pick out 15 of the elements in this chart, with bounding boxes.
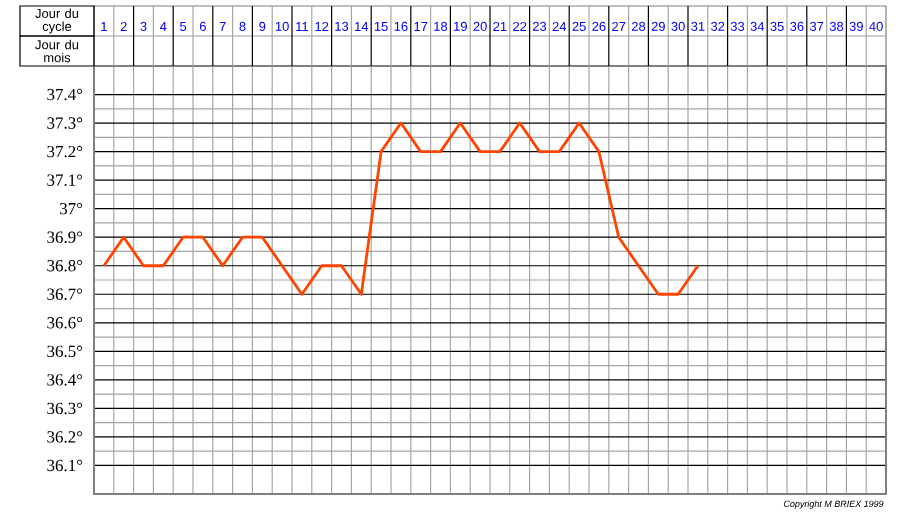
line-series — [102, 121, 700, 296]
y-tick-label: 37.4° — [47, 88, 83, 101]
y-tick-label: 37.1° — [47, 174, 83, 186]
y-tick-label: 36.5° — [47, 345, 83, 358]
y-tick-label: 36.7° — [47, 288, 83, 301]
y-tick-label: 37.2° — [47, 145, 83, 158]
y-tick-label: 36.8° — [47, 259, 83, 272]
y-tick-label: 36.2° — [47, 431, 83, 443]
y-tick-label: 37° — [60, 202, 83, 215]
y-tick-label: 36.9° — [47, 231, 83, 243]
y-tick-label: 37.3° — [47, 117, 83, 129]
y-tick-label: 36.4° — [47, 374, 83, 386]
y-tick-label: 36.1° — [47, 459, 83, 472]
y-tick-label: 36.6° — [47, 317, 83, 329]
y-tick-label: 36.3° — [47, 402, 83, 415]
